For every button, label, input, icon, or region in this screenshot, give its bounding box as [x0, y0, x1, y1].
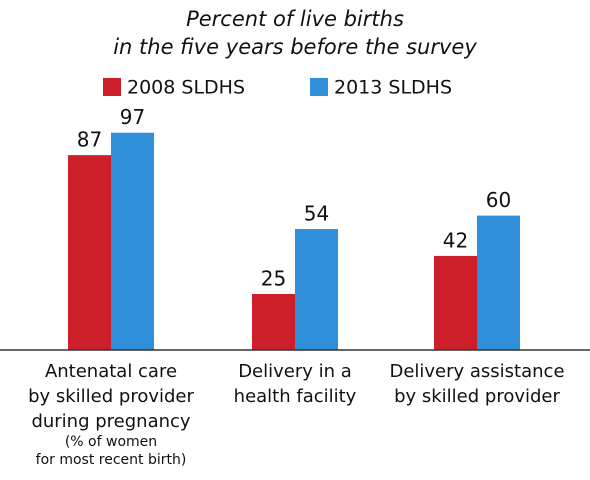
bar — [477, 215, 520, 350]
x-tick-label: Delivery assistance by skilled provider — [389, 361, 564, 407]
bar — [252, 294, 295, 350]
value-label: 97 — [120, 105, 145, 129]
legend-swatch — [310, 78, 328, 96]
legend-label: 2008 SLDHS — [127, 77, 245, 99]
value-label: 87 — [77, 128, 102, 152]
legend-label: 2013 SLDHS — [334, 77, 452, 99]
value-label: 54 — [304, 202, 329, 226]
bar — [295, 229, 338, 350]
value-label: 25 — [261, 267, 286, 291]
legend-swatch — [103, 78, 121, 96]
bar — [434, 255, 477, 350]
x-tick-label: Antenatal care by skilled provider during … — [28, 361, 194, 432]
x-tick-label: Delivery in a health facility — [234, 361, 357, 407]
value-label: 60 — [486, 188, 511, 212]
bar — [111, 132, 154, 350]
bar — [68, 155, 111, 350]
value-label: 42 — [443, 228, 468, 252]
chart-title: Percent of live births in the five years … — [113, 7, 477, 59]
category-note: (% of women for most recent birth) — [36, 434, 187, 468]
